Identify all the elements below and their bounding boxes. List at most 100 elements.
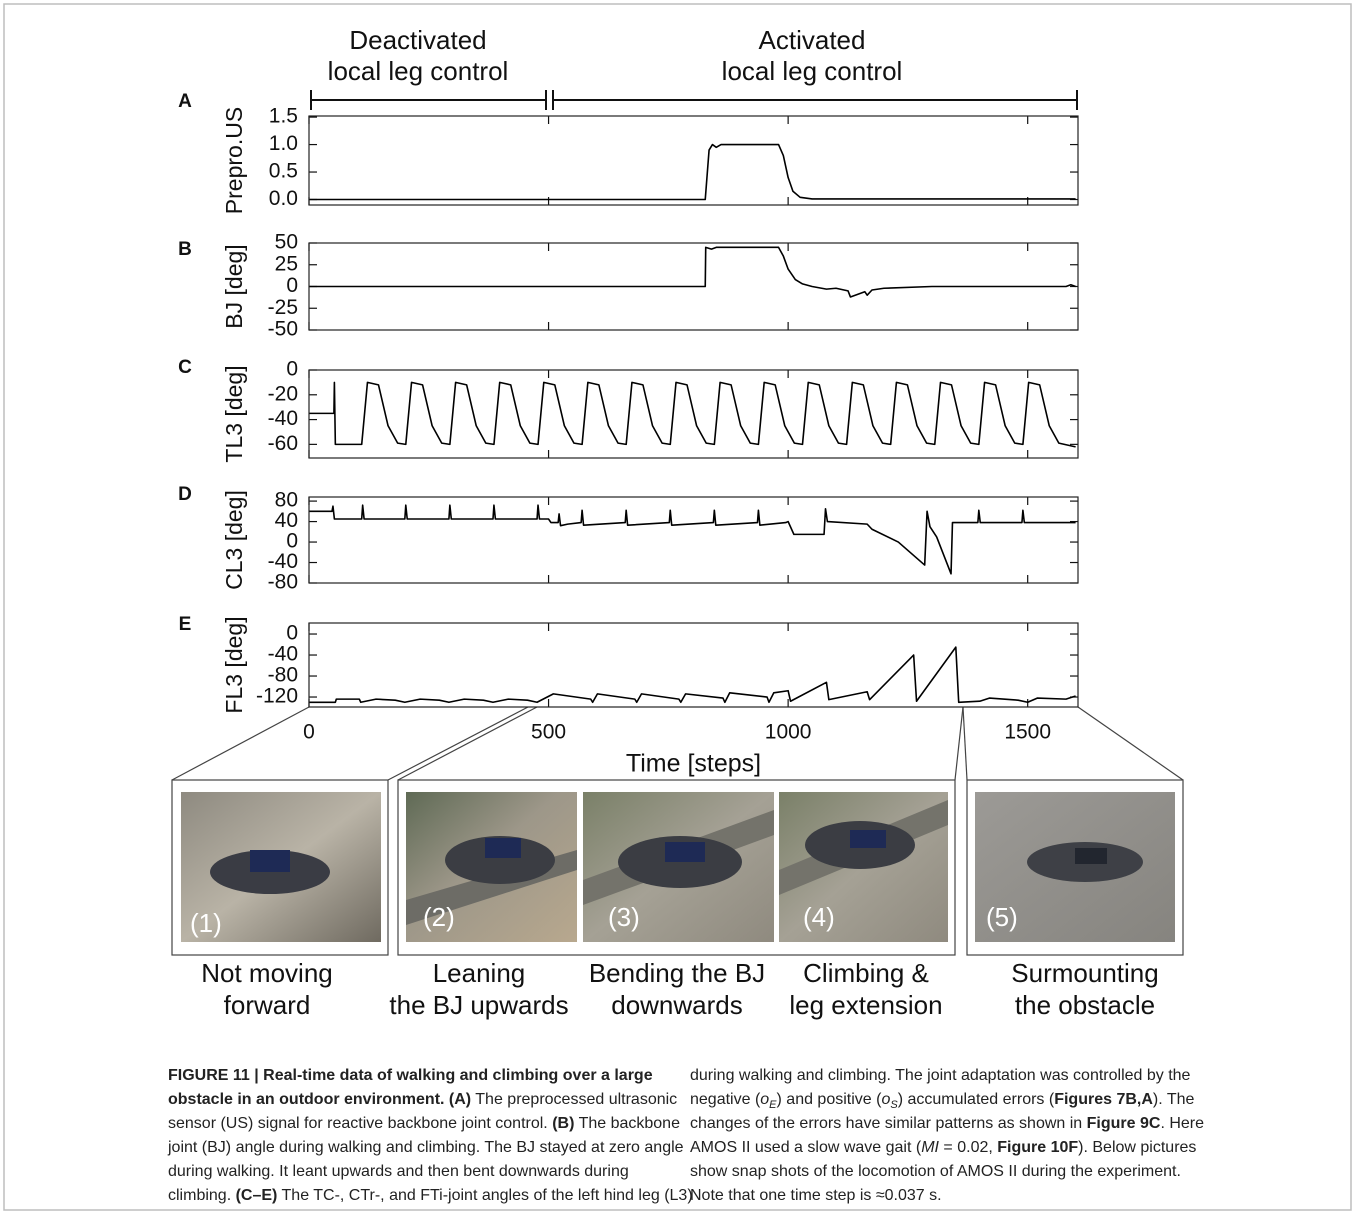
photo-caption: Bending the BJ [589, 958, 765, 988]
caption-right: during walking and climbing. The joint a… [690, 1067, 1204, 1204]
caption-line: Note that one time step is ≈0.037 s. [690, 1187, 942, 1204]
caption-text: climbing. [168, 1187, 236, 1204]
y-tick-label: -60 [268, 432, 298, 455]
x-tick-label: 500 [531, 721, 566, 744]
y-tick-label: 1.0 [269, 132, 298, 155]
y-tick-label: -80 [268, 664, 298, 687]
caption-line: AMOS II used a slow wave gait (MI = 0.02… [690, 1139, 1196, 1156]
caption-line: sensor (US) signal for reactive backbone… [168, 1115, 680, 1132]
caption-text: (B) [552, 1115, 574, 1132]
photo: (2) [406, 792, 577, 942]
caption-line: during walking. It leant upwards and the… [168, 1163, 629, 1180]
y-tick-label: -40 [268, 643, 298, 666]
caption-text: sensor (US) signal for reactive backbone… [168, 1115, 552, 1132]
caption-left: FIGURE 11 | Real-time data of walking an… [167, 1067, 693, 1204]
caption-text: negative ( [690, 1091, 761, 1108]
caption-line: changes of the errors have similar patte… [690, 1115, 1204, 1132]
caption-line: FIGURE 11 | Real-time data of walking an… [168, 1067, 653, 1084]
caption-text: The backbone [574, 1115, 680, 1132]
caption-text: ) and positive ( [777, 1091, 883, 1108]
caption-text: The preprocessed ultrasonic [471, 1091, 677, 1108]
y-tick-label: 0 [286, 530, 298, 553]
photo-caption: Surmounting [1011, 958, 1158, 988]
plot-frame [308, 115, 1079, 206]
caption-text: Figure 10F [997, 1139, 1078, 1156]
phase-label: Activated [759, 25, 866, 55]
y-tick-label: -25 [268, 296, 298, 319]
caption-text: during walking. It leant upwards and the… [168, 1163, 629, 1180]
caption-text: o [760, 1091, 769, 1108]
photo: (5) [975, 792, 1175, 942]
subplot: A Prepro.US 0.0 0.5 1.0 1.5 [178, 91, 1078, 214]
phase-label: Deactivated [349, 25, 486, 55]
caption-text: FIGURE 11 | Real-time data of walking an… [168, 1067, 653, 1084]
caption-text: joint (BJ) angle during walking and clim… [167, 1139, 684, 1156]
caption-line: show snap shots of the locomotion of AMO… [690, 1163, 1181, 1180]
subplot: C TL3 [deg] 0-20-40-60 [178, 357, 1078, 463]
caption-text: show snap shots of the locomotion of AMO… [690, 1163, 1181, 1180]
photo-caption: the BJ upwards [389, 990, 568, 1020]
y-axis-label: CL3 [deg] [221, 490, 247, 590]
panel-letter: B [178, 239, 192, 260]
caption-text: The TC-, CTr-, and FTi-joint angles of t… [277, 1187, 692, 1204]
y-tick-label: -120 [256, 685, 298, 708]
plot-frame [308, 622, 1079, 708]
caption-line: negative (oE) and positive (oS) accumula… [690, 1091, 1194, 1111]
x-axis-label: Time [steps] [626, 750, 761, 778]
caption-text: E [769, 1099, 777, 1111]
plot-frame [308, 242, 1079, 331]
caption-text: obstacle in an outdoor environment. (A) [168, 1091, 471, 1108]
y-axis-label: TL3 [deg] [221, 365, 247, 462]
caption-text: Figures 7B,A [1054, 1091, 1153, 1108]
caption-line: climbing. (C–E) The TC-, CTr-, and FTi-j… [168, 1187, 693, 1204]
zoom-guides [171, 706, 1184, 956]
photo: (1) [181, 792, 381, 942]
caption-text: ) accumulated errors ( [898, 1091, 1055, 1108]
caption-line: during walking and climbing. The joint a… [690, 1067, 1191, 1084]
y-tick-label: 80 [275, 489, 298, 512]
caption-text: during walking and climbing. The joint a… [690, 1067, 1191, 1084]
y-tick-label: -40 [268, 407, 298, 430]
data-line [309, 246, 1076, 298]
plot-frame [308, 496, 1079, 584]
data-line [309, 646, 1076, 704]
y-axis-label: Prepro.US [221, 107, 247, 214]
phase-label: local leg control [328, 56, 509, 86]
y-tick-label: 0.0 [269, 187, 298, 210]
photo: (4) [779, 792, 948, 942]
panel-letter: E [179, 614, 192, 635]
y-tick-label: -50 [268, 318, 298, 341]
phase-brackets [310, 90, 1078, 110]
photo-label: (1) [190, 908, 222, 938]
y-tick-label: -20 [268, 382, 298, 405]
panel-letter: C [178, 357, 192, 378]
caption-line: obstacle in an outdoor environment. (A) … [168, 1091, 677, 1108]
caption-text: Figure 9C [1087, 1115, 1161, 1132]
caption-text: = 0.02, [939, 1139, 997, 1156]
phase-label: local leg control [722, 56, 903, 86]
photo-caption: leg extension [789, 990, 942, 1020]
caption-line: joint (BJ) angle during walking and clim… [167, 1139, 684, 1156]
photo-caption: the obstacle [1015, 990, 1155, 1020]
caption-text: MI [921, 1139, 939, 1156]
caption-text: AMOS II used a slow wave gait ( [690, 1139, 922, 1156]
plot-frame [308, 369, 1079, 459]
figure-border [3, 3, 1352, 1211]
caption-text: (C–E) [236, 1187, 278, 1204]
data-line [309, 381, 1076, 448]
data-line [309, 143, 1076, 201]
y-tick-label: 50 [275, 231, 298, 254]
x-tick-label: 1000 [765, 721, 812, 744]
y-tick-label: 0.5 [269, 160, 298, 183]
photo-label: (2) [423, 902, 455, 932]
y-axis-label: FL3 [deg] [221, 616, 247, 713]
photo-label: (5) [986, 902, 1018, 932]
x-tick-label: 1500 [1004, 721, 1051, 744]
photo-caption: Climbing & [803, 958, 929, 988]
photo: (3) [583, 792, 774, 942]
caption-text: o [881, 1091, 890, 1108]
y-tick-label: 0 [286, 274, 298, 297]
caption-text: . Here [1160, 1115, 1204, 1132]
